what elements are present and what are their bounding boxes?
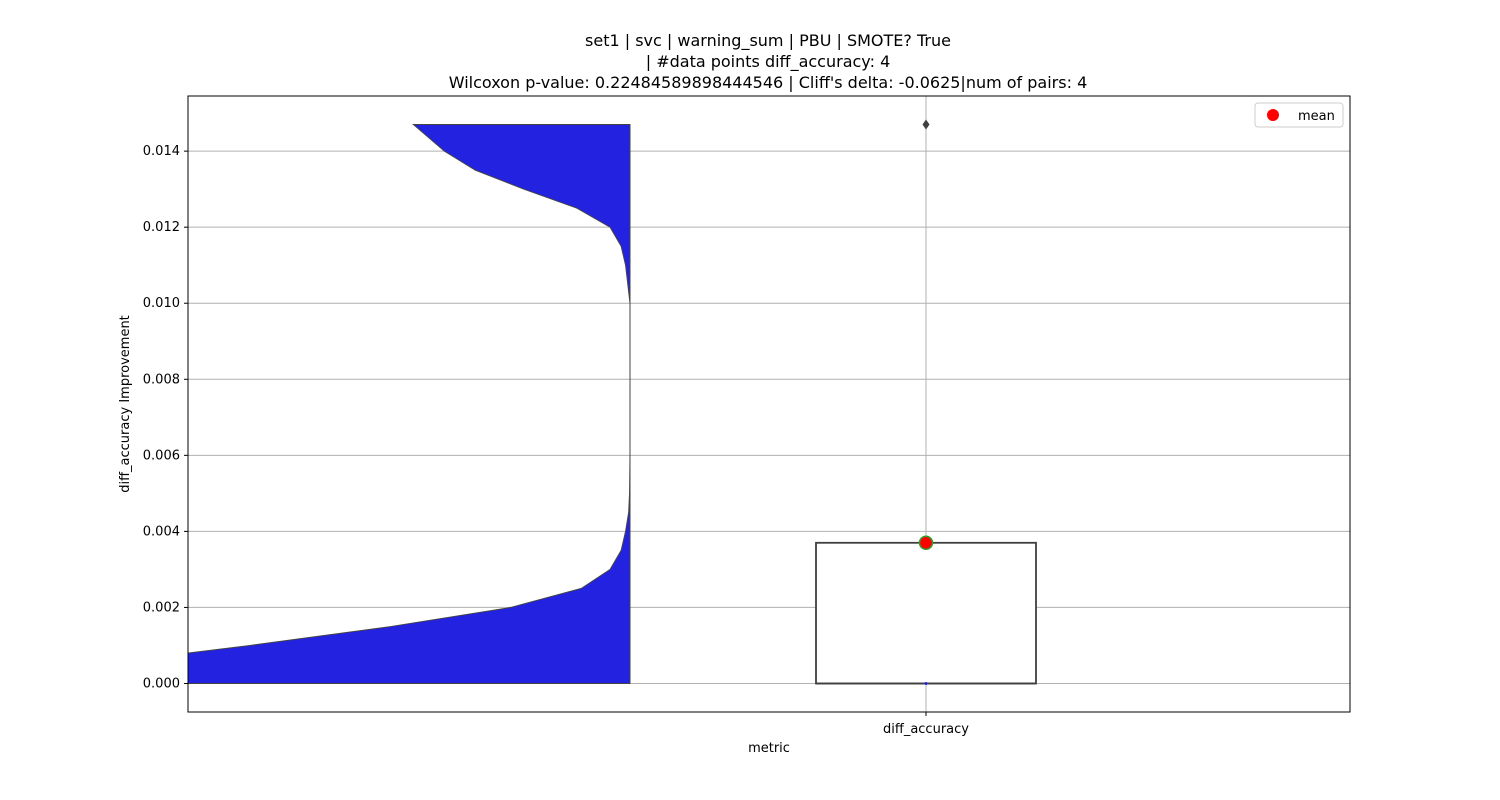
y-tick-label-5: 0.010 <box>143 296 180 311</box>
y-axis-ticks: 0.000 0.002 0.004 0.006 0.008 0.010 0.012 0.014 <box>143 144 188 691</box>
title-line-3: Wilcoxon p-value: 0.22484589898444546 | … <box>449 73 1088 92</box>
violin-body <box>187 124 631 684</box>
y-tick-label-1: 0.002 <box>143 600 180 615</box>
mean-marker <box>918 535 934 551</box>
legend: mean <box>1254 102 1344 128</box>
y-axis-label: diff_accuracy Improvement <box>118 315 133 493</box>
y-tick-label-6: 0.012 <box>143 220 180 235</box>
x-axis-label: metric <box>748 741 790 756</box>
x-axis-ticks: diff_accuracy <box>883 712 969 737</box>
legend-mean-label: mean <box>1298 109 1335 124</box>
y-tick-label-2: 0.004 <box>143 524 180 539</box>
plot-frame <box>187 95 1351 713</box>
y-tick-label-0: 0.000 <box>143 676 180 691</box>
box-median-dot <box>924 681 928 685</box>
title-line-2: | #data points diff_accuracy: 4 <box>646 52 891 72</box>
x-tick-label-0: diff_accuracy <box>883 722 969 737</box>
box-layer <box>815 119 1037 685</box>
legend-mean-marker <box>1267 109 1279 121</box>
title-line-1: set1 | svc | warning_sum | PBU | SMOTE? … <box>585 31 951 51</box>
box-outlier-0 <box>922 119 930 130</box>
box-body <box>815 541 1037 685</box>
grid <box>188 96 1350 712</box>
violin-layer <box>187 124 631 684</box>
y-tick-label-7: 0.014 <box>143 144 180 159</box>
chart-title: set1 | svc | warning_sum | PBU | SMOTE? … <box>449 31 1088 92</box>
y-tick-label-3: 0.006 <box>143 448 180 463</box>
legend-frame <box>1254 102 1344 128</box>
y-tick-label-4: 0.008 <box>143 372 180 387</box>
